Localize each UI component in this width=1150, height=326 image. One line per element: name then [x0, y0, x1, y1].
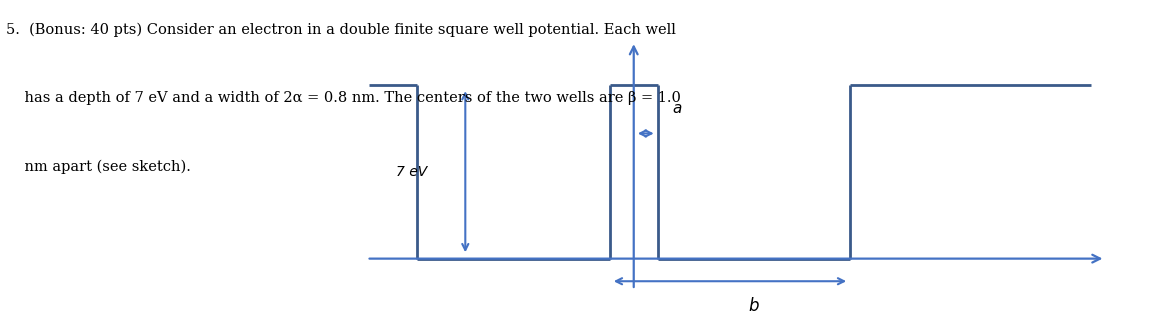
Text: 7 eV: 7 eV — [396, 165, 427, 179]
Text: $a$: $a$ — [673, 101, 683, 116]
Text: 5.  (Bonus: 40 pts) Consider an electron in a double finite square well potentia: 5. (Bonus: 40 pts) Consider an electron … — [6, 23, 676, 37]
Text: has a depth of 7 eV and a width of 2α = 0.8 nm. The centers of the two wells are: has a depth of 7 eV and a width of 2α = … — [6, 91, 681, 105]
Text: $b$: $b$ — [749, 297, 760, 315]
Text: nm apart (see sketch).: nm apart (see sketch). — [6, 160, 191, 174]
